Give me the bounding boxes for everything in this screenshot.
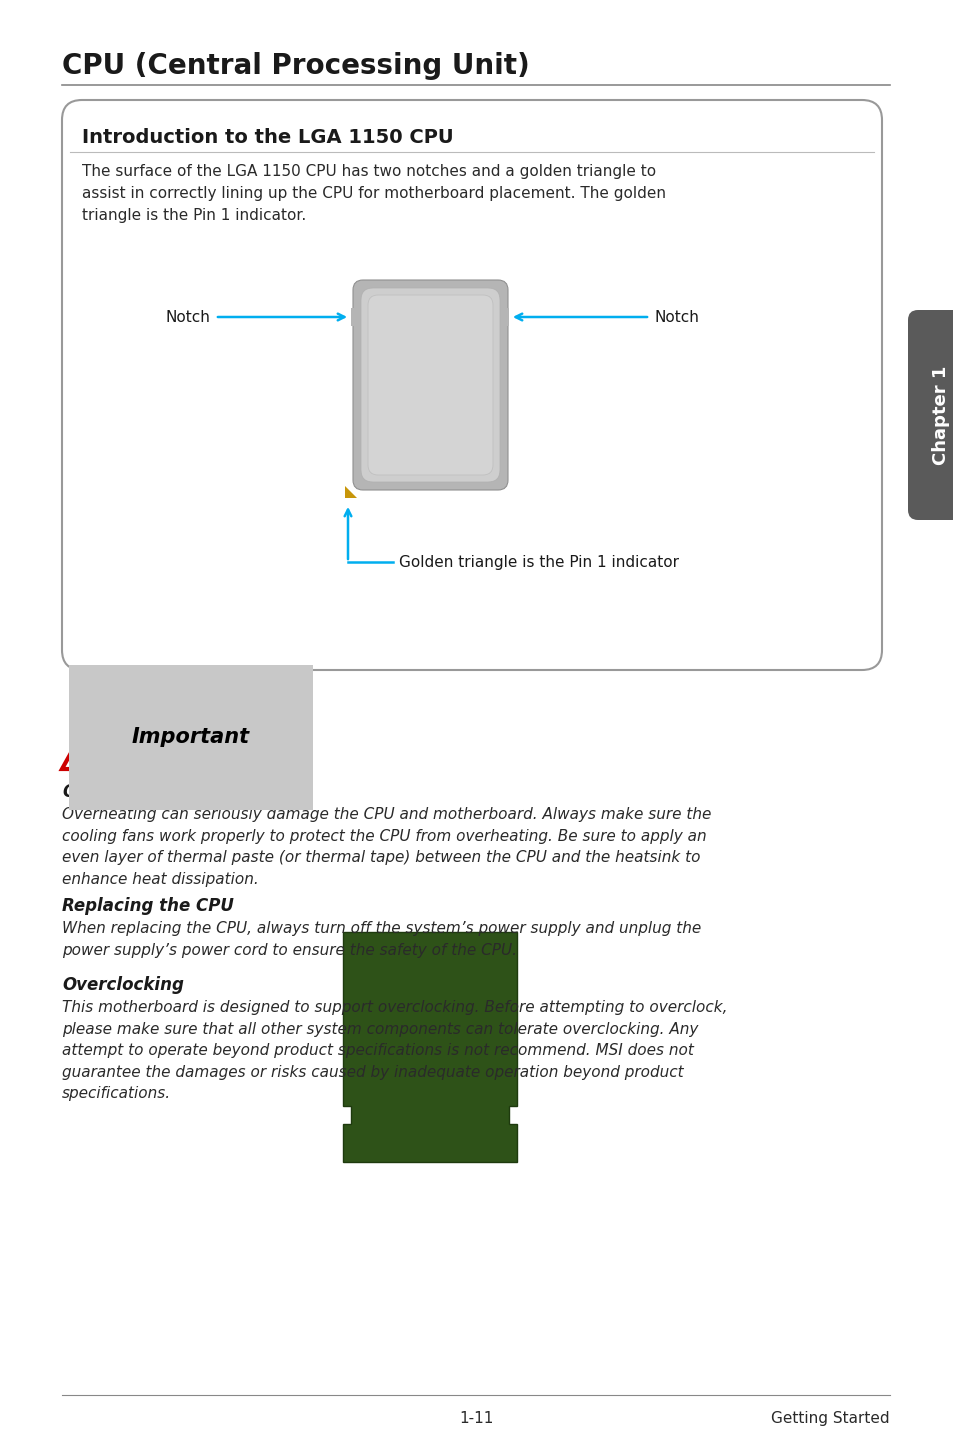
Polygon shape	[62, 717, 120, 769]
Text: Overheating can seriously damage the CPU and motherboard. Always make sure the
c: Overheating can seriously damage the CPU…	[62, 808, 711, 886]
Text: 1-11: 1-11	[459, 1411, 494, 1426]
Text: The surface of the LGA 1150 CPU has two notches and a golden triangle to
assist : The surface of the LGA 1150 CPU has two …	[82, 165, 665, 223]
Text: Overclocking: Overclocking	[62, 977, 184, 994]
Text: Important: Important	[132, 727, 250, 748]
Text: Replacing the CPU: Replacing the CPU	[62, 896, 233, 915]
Polygon shape	[345, 485, 356, 498]
Text: CPU (Central Processing Unit): CPU (Central Processing Unit)	[62, 52, 529, 80]
Bar	[351, 308, 356, 326]
FancyBboxPatch shape	[353, 281, 507, 490]
Text: !: !	[85, 740, 97, 769]
FancyBboxPatch shape	[907, 309, 953, 520]
Text: Chapter 1: Chapter 1	[931, 365, 949, 465]
FancyBboxPatch shape	[62, 100, 882, 670]
Text: When replacing the CPU, always turn off the system’s power supply and unplug the: When replacing the CPU, always turn off …	[62, 921, 700, 958]
Polygon shape	[343, 932, 517, 1161]
Text: Getting Started: Getting Started	[771, 1411, 889, 1426]
Bar	[927, 309, 953, 520]
Text: Overheating: Overheating	[62, 783, 178, 800]
FancyBboxPatch shape	[360, 288, 499, 483]
Text: Golden triangle is the Pin 1 indicator: Golden triangle is the Pin 1 indicator	[398, 554, 679, 570]
Text: Notch: Notch	[655, 309, 700, 325]
Text: Introduction to the LGA 1150 CPU: Introduction to the LGA 1150 CPU	[82, 127, 453, 147]
Text: Notch: Notch	[165, 309, 210, 325]
FancyBboxPatch shape	[368, 295, 493, 475]
Bar	[502, 308, 509, 326]
Text: This motherboard is designed to support overclocking. Before attempting to overc: This motherboard is designed to support …	[62, 1000, 727, 1101]
